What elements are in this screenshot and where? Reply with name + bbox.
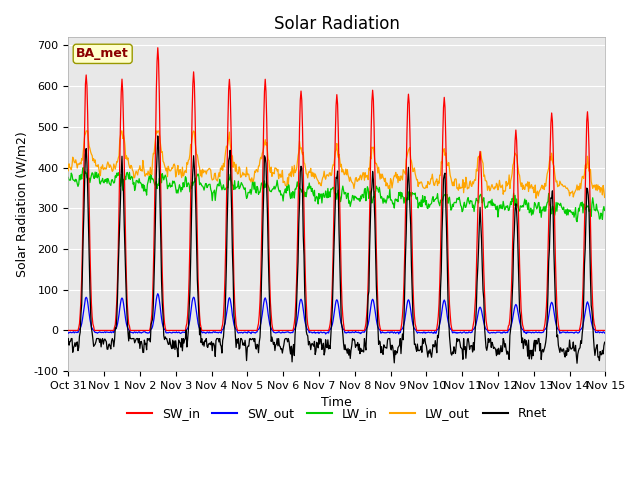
X-axis label: Time: Time xyxy=(321,396,352,409)
Y-axis label: Solar Radiation (W/m2): Solar Radiation (W/m2) xyxy=(15,132,28,277)
Title: Solar Radiation: Solar Radiation xyxy=(274,15,400,33)
Legend: SW_in, SW_out, LW_in, LW_out, Rnet: SW_in, SW_out, LW_in, LW_out, Rnet xyxy=(122,402,552,425)
Text: BA_met: BA_met xyxy=(76,48,129,60)
